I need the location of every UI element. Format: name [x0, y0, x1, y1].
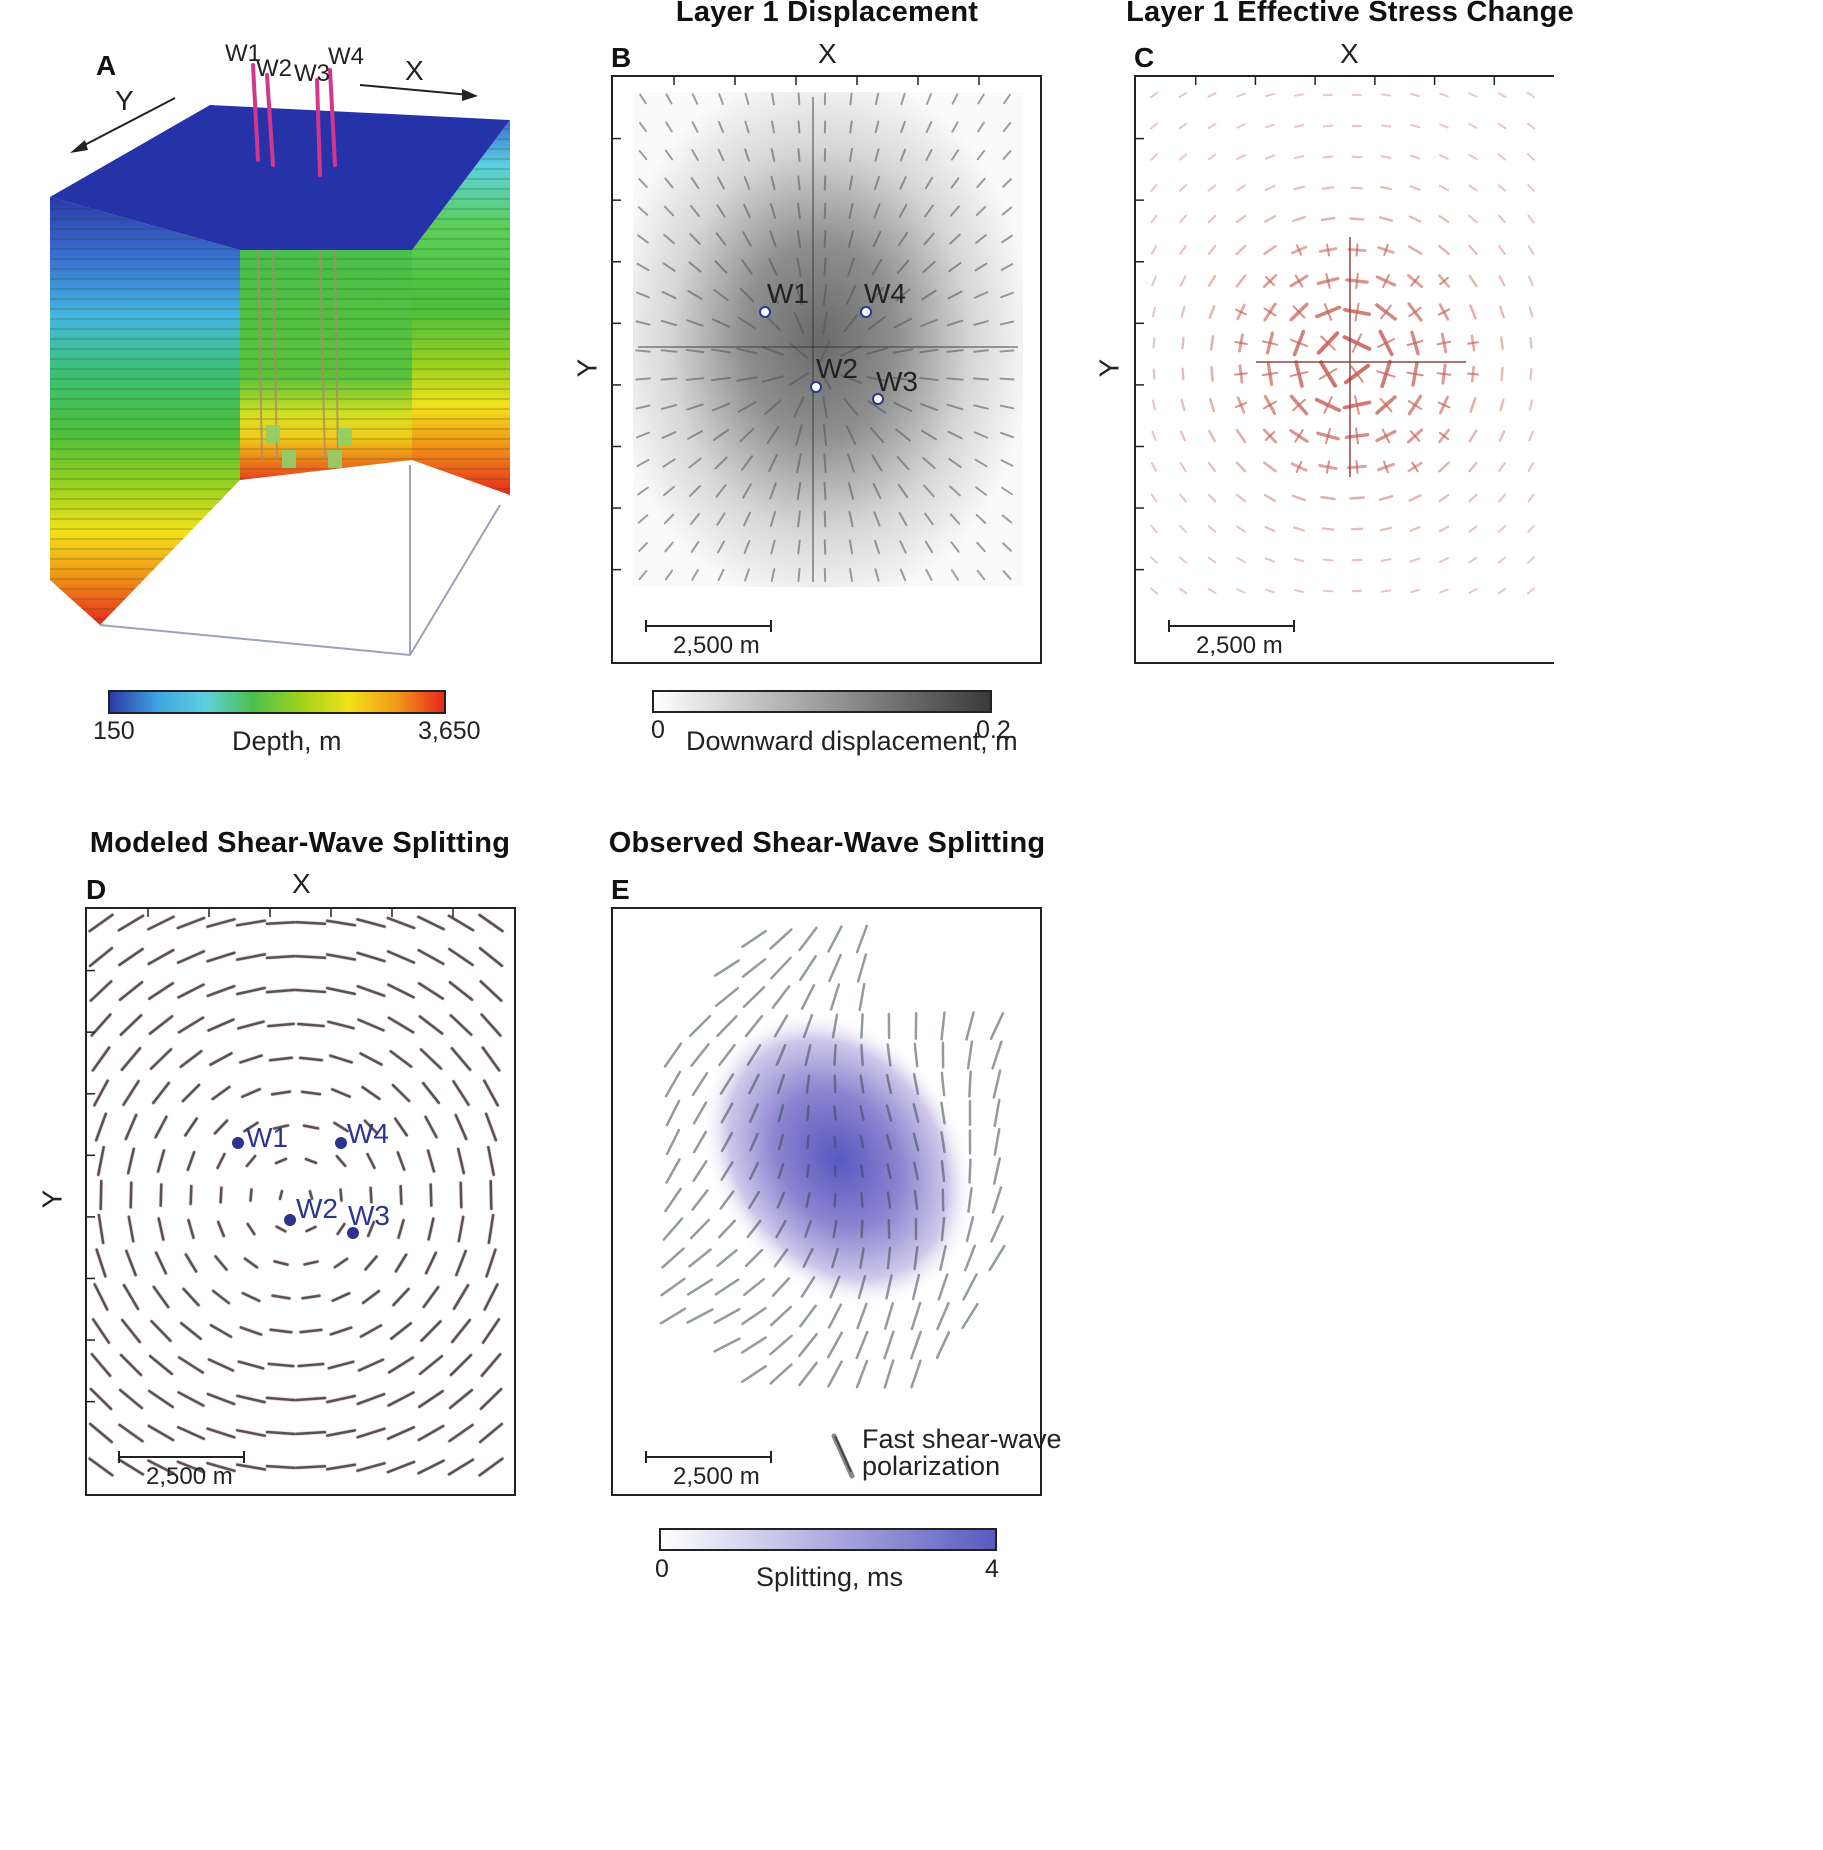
- panel-b-axis-x: X: [818, 38, 837, 69]
- panel-d-title: Modeled Shear-Wave Splitting: [89, 827, 511, 859]
- panel-e-colorbar-max: 4: [985, 1555, 999, 1583]
- panel-a-well-label: W4: [328, 43, 364, 70]
- panel-b-scale-text: 2,500 m: [673, 632, 760, 659]
- panel-d-letter: D: [86, 874, 107, 905]
- panel-a-axis-x: X: [405, 55, 424, 86]
- panel-d-well-label: W4: [347, 1118, 389, 1149]
- panel-a-axis-y: Y: [115, 85, 134, 116]
- panel-e-colorbar: [659, 1528, 997, 1551]
- panel-a-block-diagram: [50, 63, 510, 657]
- panel-e-colorbar-label: Splitting, ms: [756, 1562, 904, 1592]
- panel-e-title: Observed Shear-Wave Splitting: [608, 827, 1046, 859]
- panel-a-colorbar: [108, 690, 446, 714]
- panel-a-well-label: W3: [294, 60, 330, 87]
- panel-d-well-label: W3: [348, 1200, 390, 1231]
- panel-d-axis-x: X: [292, 868, 311, 899]
- panel-a-well-label: W1: [225, 40, 261, 67]
- panel-b-colorbar-label: Downward displacement, m: [686, 726, 1018, 756]
- panel-c-scale-text: 2,500 m: [1196, 632, 1283, 659]
- panel-b-well-label: W1: [767, 278, 809, 309]
- panel-b-title: Layer 1 Displacement: [675, 0, 979, 28]
- panel-b-colorbar-min: 0: [651, 716, 665, 744]
- panel-c-title: Layer 1 Effective Stress Change: [1126, 0, 1574, 28]
- panel-a-well-label: W2: [256, 55, 292, 82]
- polarization-legend-icon: [831, 1433, 855, 1479]
- panel-b-plot: [611, 75, 1042, 664]
- panel-b-colorbar: [652, 690, 992, 713]
- panel-e-legend-line1: Fast shear-wave: [862, 1424, 1062, 1454]
- panel-d-well-label: W1: [246, 1122, 288, 1153]
- panel-c-axis-y: Y: [1093, 358, 1125, 378]
- panel-a-colorbar-label: Depth, m: [232, 726, 342, 756]
- panel-a-letter: A: [96, 50, 117, 81]
- panel-e-letter: E: [611, 874, 630, 905]
- panel-b-well-label: W4: [864, 278, 906, 309]
- panel-b-colorbar-max: 0.2: [976, 716, 1011, 744]
- panel-b-well-label: W2: [816, 353, 858, 384]
- panel-e-legend-line2: polarization: [862, 1451, 1001, 1481]
- panel-a-colorbar-min: 150: [93, 717, 135, 745]
- panel-d-axis-y: Y: [36, 1189, 68, 1209]
- panel-c-plot: [1134, 75, 1554, 664]
- panel-b-well-label: W3: [876, 366, 918, 397]
- panel-d-scale-text: 2,500 m: [146, 1463, 233, 1490]
- panel-c-axis-x: X: [1340, 38, 1359, 69]
- panel-e-plot: [611, 907, 1042, 1496]
- panel-b-axis-y: Y: [571, 358, 603, 378]
- panel-d-plot: [85, 907, 516, 1496]
- panel-a-colorbar-max: 3,650: [418, 717, 481, 745]
- panel-d-well-label: W2: [296, 1193, 338, 1224]
- panel-b-letter: B: [611, 42, 632, 73]
- panel-c-letter: C: [1134, 42, 1155, 73]
- panel-e-colorbar-min: 0: [655, 1555, 669, 1583]
- panel-e-scale-text: 2,500 m: [673, 1463, 760, 1490]
